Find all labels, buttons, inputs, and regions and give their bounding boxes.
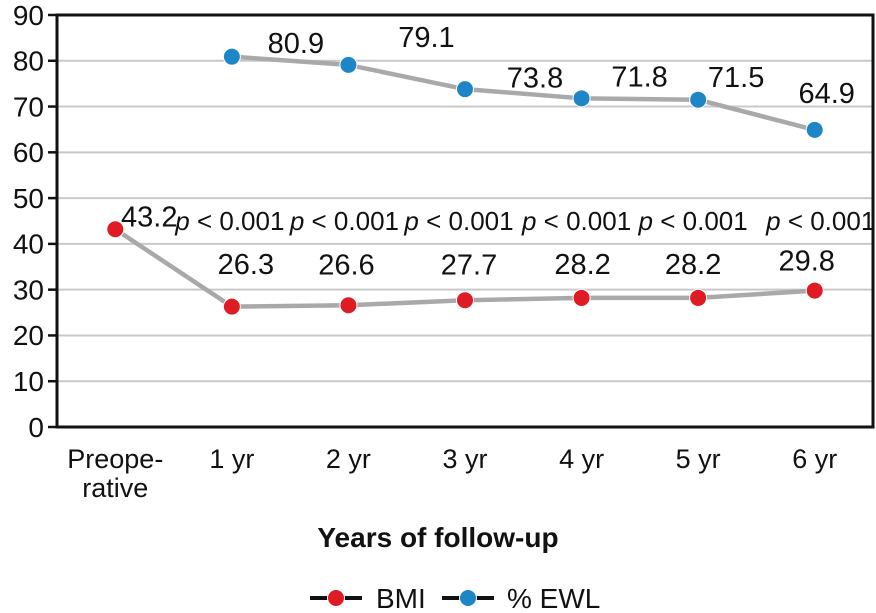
y-tick-label: 60 [13,137,44,168]
bmi-data-point [456,291,474,310]
ewl-data-point [689,90,708,109]
y-tick-label: 80 [13,46,44,77]
bmi-data-point [805,281,824,300]
bmi-value-label: 28.2 [665,249,721,281]
ewl-value-label: 71.5 [708,62,764,94]
bmi-data-point [222,297,241,316]
ewl-legend-label: % EWL [507,583,600,613]
x-category-label: 5 yr [676,444,721,474]
bmi-value-label: 29.8 [778,246,834,278]
bmi-value-label: 26.6 [318,249,374,281]
x-category-label: 6 yr [792,444,837,474]
p-value-annotation: p < 0.001 [174,206,284,236]
ewl-legend-marker [459,589,477,607]
ewl-data-point [456,80,474,99]
bmi-legend-label: BMI [376,583,426,613]
y-tick-label: 40 [13,229,44,260]
y-tick-label: 20 [13,320,44,351]
ewl-data-point [222,47,241,66]
p-value-annotation: p < 0.001 [765,206,875,236]
ewl-value-label: 71.8 [611,61,667,93]
ewl-value-label: 79.1 [398,22,454,54]
bmi-data-point [106,220,125,239]
ewl-value-label: 64.9 [798,78,854,110]
p-value-annotation: p < 0.001 [521,206,631,236]
x-category-label: rative [82,473,148,503]
ewl-series-line [231,54,816,133]
p-value-annotation: p < 0.001 [638,206,748,236]
ewl-data-point [572,89,591,108]
ewl-data-point [805,120,824,139]
y-tick-label: 10 [13,366,44,397]
x-category-label: Preope- [67,444,163,474]
y-tick-label: 30 [13,274,44,305]
plot-area: 0 10 20 30 40 50 60 70 80 90 43.2 26.3 26.6 27.7 28.2 2… [13,0,875,503]
bmi-data-point [689,288,708,307]
y-tick-label: 90 [13,0,44,31]
ewl-value-label: 73.8 [507,62,563,94]
p-value-annotation: p < 0.001 [289,206,399,236]
bmi-data-point [339,296,358,315]
x-axis-title: Years of follow-up [317,522,558,553]
x-category-label: 3 yr [442,444,487,474]
y-tick-label: 70 [13,91,44,122]
y-tick-label: 50 [13,183,44,214]
chart-legend: BMI % EWL [310,583,600,613]
x-category-label: 1 yr [209,444,254,474]
x-category-label: 4 yr [559,444,604,474]
y-tick-label: 0 [28,412,44,443]
plot-frame [55,13,875,429]
bmi-data-point [572,288,591,307]
bmi-value-label: 43.2 [121,201,177,233]
bmi-value-label: 26.3 [218,249,274,281]
bmi-legend-marker [327,589,345,607]
bmi-value-label: 28.2 [554,249,610,281]
bmi-value-label: 27.7 [441,249,497,281]
ewl-value-label: 80.9 [268,28,324,60]
ewl-data-point [339,55,358,74]
p-value-annotation: p < 0.001 [403,206,513,236]
x-category-label: 2 yr [326,444,371,474]
